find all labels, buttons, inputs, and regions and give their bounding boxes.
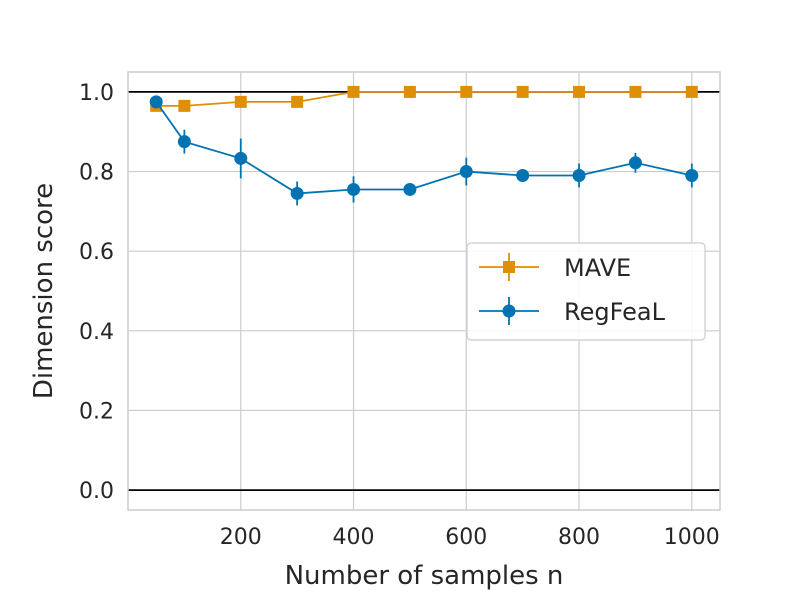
y-tick-label: 0.6 <box>79 240 114 265</box>
data-point <box>234 151 248 165</box>
data-point <box>403 85 416 98</box>
legend-marker <box>502 304 516 318</box>
y-axis-label: Dimension score <box>29 183 59 399</box>
legend-label: MAVE <box>564 254 631 282</box>
series-mave <box>150 85 698 112</box>
data-point <box>516 85 529 98</box>
y-tick-label: 0.4 <box>79 320 114 345</box>
data-point <box>347 182 361 196</box>
legend: MAVE RegFeaL <box>466 242 706 341</box>
x-tick-label: 1000 <box>664 525 720 550</box>
data-point <box>347 85 360 98</box>
y-axis-ticks: 0.0 0.2 0.4 0.6 0.8 1.0 <box>79 81 114 504</box>
data-point <box>234 95 247 108</box>
data-point <box>459 165 473 179</box>
x-tick-label: 600 <box>445 525 487 550</box>
plot-frame <box>127 71 721 511</box>
data-point <box>178 99 191 112</box>
series-layer <box>149 85 699 206</box>
x-axis-ticks: 200 400 600 800 1000 <box>220 525 720 550</box>
data-point <box>685 169 699 183</box>
data-point <box>290 186 304 200</box>
data-point <box>460 85 473 98</box>
data-point <box>177 135 191 149</box>
data-point <box>516 169 530 183</box>
y-tick-label: 1.0 <box>79 81 114 106</box>
data-point <box>685 85 698 98</box>
data-point <box>573 85 586 98</box>
legend-entry-mave: MAVE <box>479 253 631 282</box>
y-tick-label: 0.8 <box>79 161 114 186</box>
x-tick-label: 800 <box>558 525 600 550</box>
series-line <box>155 101 693 195</box>
data-point <box>572 169 586 183</box>
data-point <box>403 182 417 196</box>
y-tick-label: 0.2 <box>79 399 114 424</box>
data-point <box>291 95 304 108</box>
legend-label: RegFeaL <box>564 298 666 326</box>
legend-entry-regfeal: RegFeaL <box>479 297 666 326</box>
legend-marker <box>503 261 515 273</box>
x-tick-label: 200 <box>220 525 262 550</box>
x-tick-label: 400 <box>333 525 375 550</box>
x-axis-label: Number of samples n <box>285 561 564 591</box>
data-point <box>629 85 642 98</box>
series-regfeal <box>149 95 699 206</box>
data-point <box>149 95 163 109</box>
y-tick-label: 0.0 <box>79 479 114 504</box>
data-point <box>628 156 642 170</box>
